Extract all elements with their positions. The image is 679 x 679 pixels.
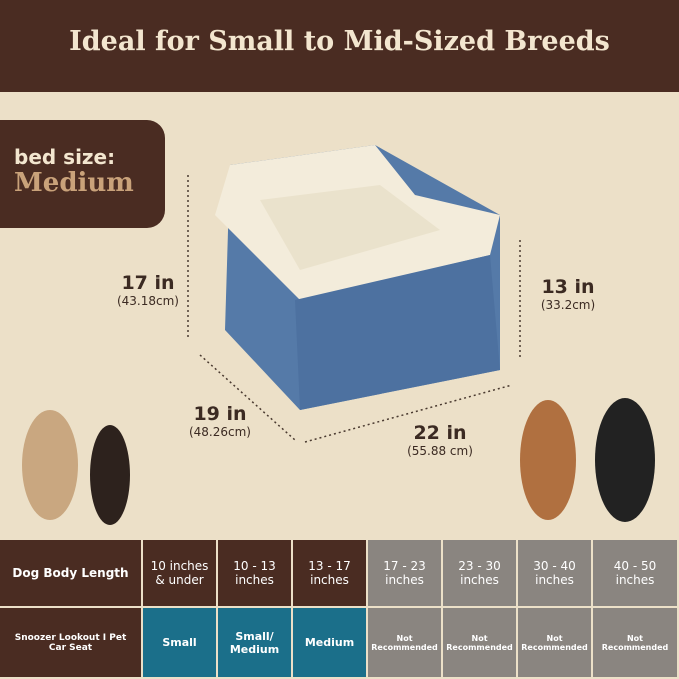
table-cell: Not Recommended xyxy=(518,608,593,679)
dog xyxy=(520,400,576,520)
table-cell: Not Recommended xyxy=(443,608,518,679)
table-cell: 30 - 40 inches xyxy=(518,540,593,608)
table-cell: Small/ Medium xyxy=(218,608,293,679)
dimension: 19 in (48.26cm) xyxy=(175,403,265,439)
table-cell: 40 - 50 inches xyxy=(593,540,679,608)
table-cell: 10 - 13 inches xyxy=(218,540,293,608)
dog xyxy=(22,410,78,520)
dimension: 13 in (33.2cm) xyxy=(528,276,608,312)
table-cell: 23 - 30 inches xyxy=(443,540,518,608)
table-cell: 10 inches & under xyxy=(143,540,218,608)
illustration xyxy=(22,145,655,525)
dimension-value: 13 in xyxy=(541,276,595,298)
title: Ideal for Small to Mid-Sized Breeds xyxy=(69,26,610,57)
dimension-metric: (33.2cm) xyxy=(540,298,596,312)
table-cell: 13 - 17 inches xyxy=(293,540,368,608)
dimension: 17 in (43.18cm) xyxy=(108,272,188,308)
size-box xyxy=(0,120,165,228)
banner xyxy=(0,0,679,92)
dimension-value: 22 in xyxy=(413,422,467,444)
table-cell: Small xyxy=(143,608,218,679)
table-cell: 17 - 23 inches xyxy=(368,540,443,608)
table-cell: Medium xyxy=(293,608,368,679)
dimension: 22 in (55.88 cm) xyxy=(390,422,490,458)
dimension-value: 17 in xyxy=(121,272,175,294)
dimension-metric: (43.18cm) xyxy=(116,294,179,308)
dimension-metric: (48.26cm) xyxy=(188,425,251,439)
dimension-value: 19 in xyxy=(193,403,247,425)
table-cell: Not Recommended xyxy=(368,608,443,679)
size-value: Medium xyxy=(14,168,134,198)
dimension-metric: (55.88 cm) xyxy=(407,444,473,458)
row-label: Dog Body Length xyxy=(0,540,143,608)
dog xyxy=(90,425,130,525)
size-label: bed size: xyxy=(14,145,116,169)
dog xyxy=(595,398,655,522)
table-cell: Not Recommended xyxy=(593,608,679,679)
row-label: Snoozer Lookout I Pet Car Seat xyxy=(0,608,143,679)
